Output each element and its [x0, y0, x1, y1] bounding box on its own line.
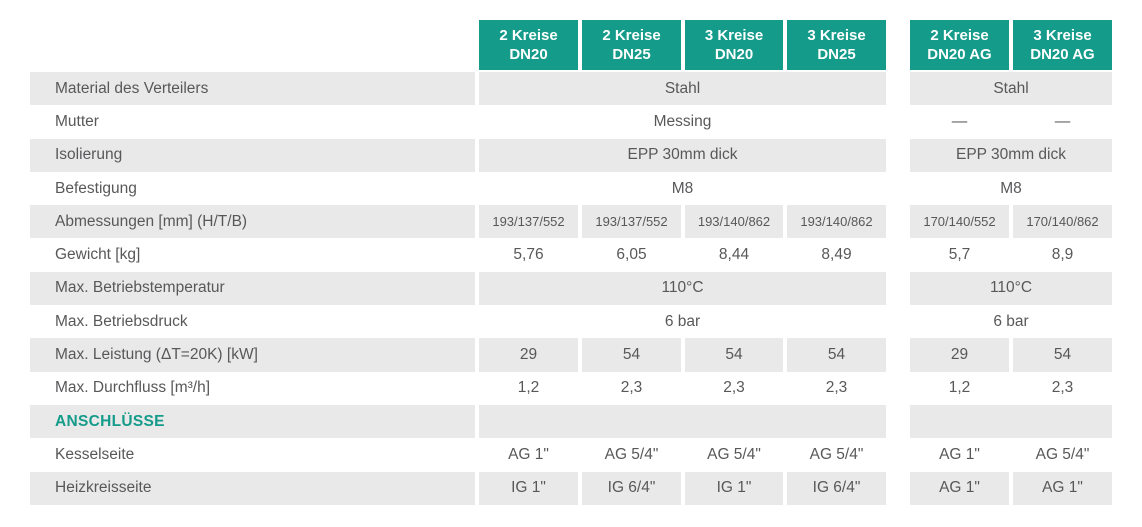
spec-cell: 29: [479, 338, 578, 372]
spec-cell: M8: [1000, 179, 1022, 197]
spec-cell: 1,2: [517, 379, 540, 397]
column-header-line2: DN25: [817, 46, 856, 63]
column-header: 2 Kreise DN25: [582, 20, 681, 70]
spec-cell: Stahl: [479, 72, 886, 106]
spec-cell: 6 bar: [993, 312, 1029, 330]
spec-cell: AG 1": [508, 445, 549, 463]
row-label: Max. Leistung (ΔT=20K) [kW]: [30, 338, 475, 372]
column-header-line2: DN20: [509, 46, 548, 63]
spec-cell: —: [1054, 112, 1071, 130]
section-filler: [910, 404, 1112, 439]
spec-cell: 193/137/552: [479, 205, 578, 239]
row-label: Isolierung: [30, 138, 475, 172]
spec-cell: 54: [1013, 338, 1112, 372]
spec-cell: 193/137/552: [582, 205, 681, 239]
spec-cell: 29: [910, 338, 1009, 372]
row-label: Max. Durchfluss [m³/h]: [55, 379, 211, 397]
spec-cell: 2,3: [825, 379, 848, 397]
spec-cell: IG 6/4": [582, 471, 681, 505]
row-label: Gewicht [kg]: [55, 246, 141, 264]
spec-cell: AG 1": [939, 445, 980, 463]
spec-cell: IG 1": [685, 471, 783, 505]
column-header-line2: DN20: [714, 46, 754, 63]
row-label: Abmessungen [mm] (H/T/B): [30, 205, 475, 239]
spec-cell: 54: [582, 338, 681, 372]
section-title: ANSCHLÜSSE: [30, 404, 475, 439]
spec-cell: 6,05: [616, 246, 647, 264]
row-label: Mutter: [55, 112, 99, 130]
column-header: 3 Kreise DN20: [685, 20, 783, 70]
spec-table: 2 Kreise DN20 2 Kreise DN25 3 Kreise DN2…: [30, 20, 1112, 505]
row-label: Heizkreisseite: [30, 471, 475, 505]
spec-cell: EPP 30mm dick: [479, 138, 886, 172]
row-label: Befestigung: [55, 179, 137, 197]
column-header-line1: 3 Kreise: [1033, 26, 1092, 44]
spec-cell: 1,2: [948, 379, 971, 397]
spec-cell: AG 1": [910, 471, 1009, 505]
column-header-line1: 2 Kreise: [499, 26, 558, 44]
row-label: Material des Verteilers: [30, 72, 475, 106]
spec-cell: AG 5/4": [809, 445, 864, 463]
spec-cell: AG 5/4": [604, 445, 659, 463]
section-filler: [479, 404, 886, 439]
column-header-line1: 2 Kreise: [602, 26, 661, 44]
spec-cell: 54: [685, 338, 783, 372]
spec-cell: AG 5/4": [707, 445, 761, 463]
spec-cell: 8,49: [821, 246, 852, 264]
spec-cell: 110°C: [479, 271, 886, 306]
row-label: Max. Betriebsdruck: [55, 312, 188, 330]
column-header: 3 Kreise DN20 AG: [1013, 20, 1112, 70]
spec-cell: EPP 30mm dick: [910, 138, 1112, 172]
spec-cell: Messing: [653, 112, 712, 130]
column-header: 2 Kreise DN20 AG: [910, 20, 1009, 70]
spec-cell: 8,9: [1051, 246, 1074, 264]
row-label: Max. Betriebstemperatur: [30, 271, 475, 306]
column-header-line2: DN25: [612, 46, 651, 63]
spec-cell: 193/140/862: [685, 205, 783, 239]
spec-cell: 2,3: [723, 379, 745, 397]
spec-cell: 193/140/862: [787, 205, 886, 239]
spec-cell: AG 5/4": [1035, 445, 1090, 463]
spec-cell: 2,3: [620, 379, 643, 397]
column-header-line1: 2 Kreise: [930, 26, 989, 44]
spec-cell: —: [951, 112, 968, 130]
spec-cell: 110°C: [910, 271, 1112, 306]
column-header: 2 Kreise DN20: [479, 20, 578, 70]
column-header: 3 Kreise DN25: [787, 20, 886, 70]
spec-cell: IG 6/4": [787, 471, 886, 505]
column-header-line1: 3 Kreise: [807, 26, 866, 44]
spec-cell: 8,44: [718, 246, 750, 264]
spec-cell: M8: [671, 179, 694, 197]
spec-cell: IG 1": [479, 471, 578, 505]
row-label: Kesselseite: [55, 445, 135, 463]
spec-cell: 5,7: [948, 246, 971, 264]
column-header-line2: DN20 AG: [1030, 46, 1095, 63]
spec-cell: 54: [787, 338, 886, 372]
spec-cell: 2,3: [1051, 379, 1074, 397]
column-header-line2: DN20 AG: [927, 46, 992, 63]
spec-cell: 170/140/862: [1013, 205, 1112, 239]
column-header-line1: 3 Kreise: [704, 26, 764, 44]
spec-cell: 6 bar: [664, 312, 701, 330]
spec-cell: 170/140/552: [910, 205, 1009, 239]
spec-cell: AG 1": [1013, 471, 1112, 505]
spec-cell: 5,76: [513, 246, 544, 264]
spec-cell: Stahl: [910, 72, 1112, 106]
